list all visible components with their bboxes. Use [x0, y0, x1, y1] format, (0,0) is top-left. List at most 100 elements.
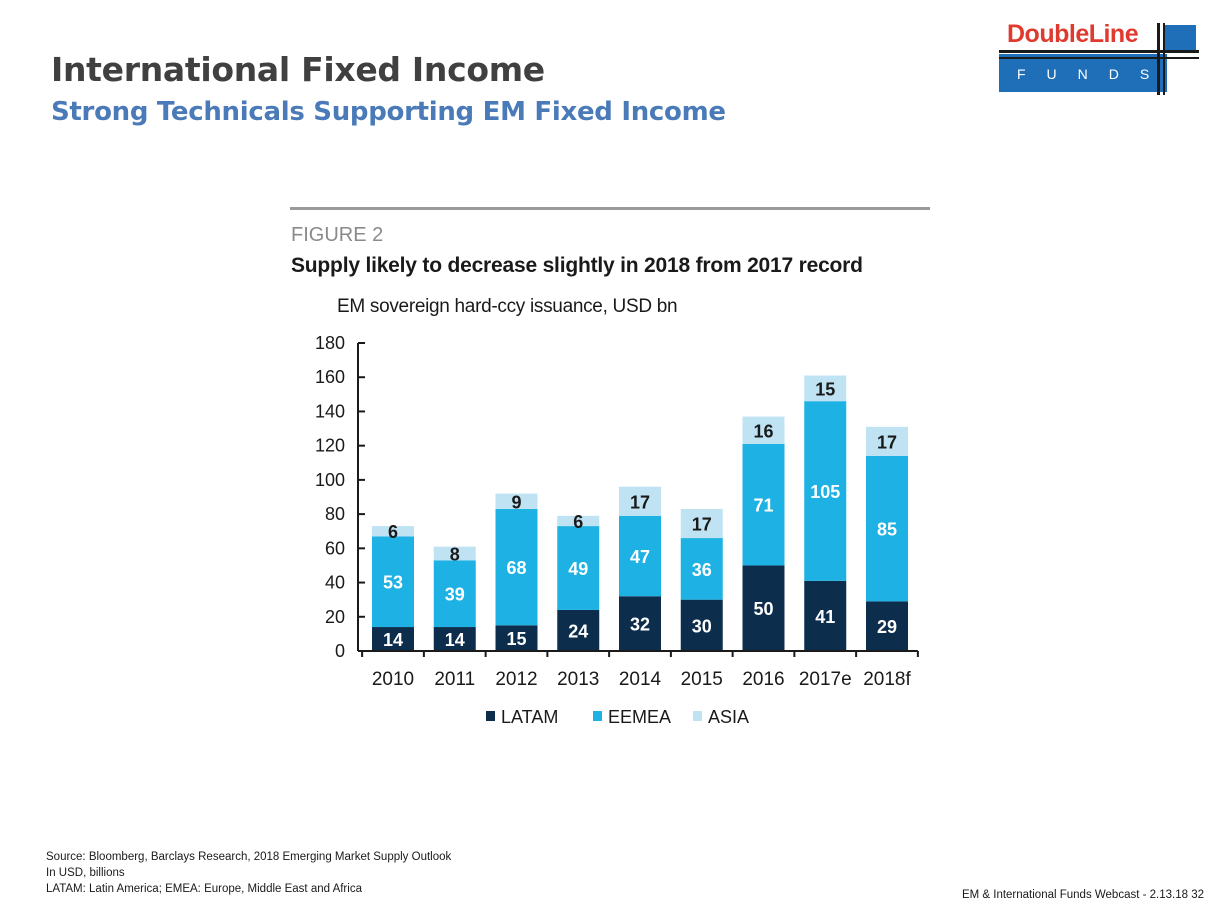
bar-asia — [557, 515, 600, 527]
data-label-eemea: 85 — [877, 520, 897, 540]
bar-latam — [433, 627, 476, 651]
logo-bar — [999, 54, 1167, 92]
x-tick-label: 2016 — [742, 669, 784, 690]
logo-funds-text: FUNDS — [1017, 66, 1171, 82]
x-tick-label: 2012 — [495, 669, 537, 690]
logo-line — [999, 57, 1199, 59]
x-tick-label: 2017e — [799, 669, 852, 690]
bar-latam — [742, 565, 785, 651]
slide-title: International Fixed Income — [51, 50, 545, 89]
x-tick-label: 2010 — [372, 669, 414, 690]
bar-asia — [680, 508, 723, 539]
y-tick-label: 20 — [325, 607, 345, 627]
legend-label-eemea: EEMEA — [608, 707, 671, 727]
legend-swatch-asia — [693, 711, 702, 721]
data-label-asia: 8 — [450, 544, 460, 564]
data-label-latam: 29 — [877, 617, 897, 637]
bar-latam — [680, 599, 723, 651]
data-label-latam: 24 — [568, 621, 588, 641]
figure-title: Supply likely to decrease slightly in 20… — [291, 254, 863, 277]
data-label-eemea: 68 — [506, 558, 526, 578]
figure-top-rule — [290, 207, 930, 210]
y-tick-label: 160 — [315, 367, 345, 387]
logo-square — [1164, 25, 1196, 52]
bar-eemea — [372, 536, 414, 628]
bar-latam — [619, 596, 661, 651]
data-label-latam: 15 — [506, 629, 526, 649]
logo-line — [999, 50, 1199, 53]
data-label-eemea: 39 — [445, 585, 465, 605]
bar-asia — [619, 486, 661, 516]
legend-swatch-latam — [486, 711, 495, 721]
y-tick-label: 80 — [325, 504, 345, 524]
data-label-asia: 17 — [692, 515, 712, 535]
bar-eemea — [680, 538, 723, 600]
doubleline-logo: DoubleLine FUNDS — [999, 20, 1199, 95]
bar-latam — [866, 601, 908, 651]
data-label-latam: 41 — [815, 607, 835, 627]
x-tick-label: 2018f — [863, 669, 911, 690]
y-tick-label: 60 — [325, 538, 345, 558]
data-label-asia: 9 — [511, 492, 521, 512]
data-label-asia: 16 — [753, 421, 773, 441]
bar-eemea — [619, 515, 661, 597]
logo-wordmark: DoubleLine — [1007, 20, 1139, 48]
y-tick-label: 0 — [335, 641, 345, 661]
footnote-units: In USD, billions — [46, 867, 125, 879]
data-label-asia: 6 — [388, 522, 398, 542]
bar-latam — [804, 580, 847, 651]
bar-latam — [557, 609, 600, 651]
data-label-eemea: 105 — [810, 482, 840, 502]
footnote-source: Source: Bloomberg, Barclays Research, 20… — [46, 851, 452, 863]
data-label-eemea: 36 — [692, 560, 712, 580]
data-label-eemea: 71 — [753, 496, 773, 516]
data-label-latam: 14 — [445, 630, 465, 650]
legend-label-asia: ASIA — [708, 707, 749, 727]
data-label-latam: 32 — [630, 615, 650, 635]
bar-asia — [866, 426, 908, 456]
bar-asia — [372, 526, 414, 537]
footnotes: Source: Bloomberg, Barclays Research, 20… — [46, 849, 451, 897]
data-label-eemea: 49 — [568, 559, 588, 579]
data-label-asia: 17 — [630, 492, 650, 512]
bar-latam — [372, 627, 414, 651]
bar-asia — [433, 546, 476, 561]
data-label-asia: 17 — [877, 432, 897, 452]
bar-asia — [742, 416, 785, 444]
bar-asia — [495, 493, 538, 509]
x-tick-label: 2013 — [557, 669, 599, 690]
data-label-asia: 15 — [815, 379, 835, 399]
data-label-asia: 6 — [573, 512, 583, 532]
legend-swatch-eemea — [593, 711, 602, 721]
figure-label: FIGURE 2 — [291, 224, 384, 246]
figure-subtitle: EM sovereign hard-ccy issuance, USD bn — [337, 296, 678, 317]
bar-eemea — [433, 560, 476, 628]
x-tick-label: 2011 — [434, 669, 475, 690]
bar-eemea — [742, 443, 785, 566]
data-label-latam: 30 — [692, 616, 712, 636]
footnote-abbreviations: LATAM: Latin America; EMEA: Europe, Midd… — [46, 883, 362, 895]
y-tick-label: 40 — [325, 573, 345, 593]
logo-line — [1157, 23, 1160, 95]
y-tick-label: 120 — [315, 436, 345, 456]
data-label-eemea: 47 — [630, 547, 650, 567]
bar-eemea — [495, 508, 538, 626]
x-tick-label: 2015 — [681, 669, 723, 690]
slide-subtitle: Strong Technicals Supporting EM Fixed In… — [51, 97, 726, 127]
slide-footer: EM & International Funds Webcast - 2.13.… — [961, 889, 1204, 901]
logo-line — [1163, 23, 1165, 95]
y-tick-label: 180 — [315, 333, 345, 353]
data-label-latam: 14 — [383, 630, 403, 650]
data-label-eemea: 53 — [383, 573, 403, 593]
bar-asia — [804, 375, 847, 402]
bar-eemea — [804, 401, 847, 581]
bar-latam — [495, 625, 538, 651]
bar-eemea — [866, 455, 908, 602]
y-tick-label: 100 — [315, 470, 345, 490]
x-tick-label: 2014 — [619, 669, 662, 690]
legend-label-latam: LATAM — [501, 707, 558, 727]
data-label-latam: 50 — [753, 599, 773, 619]
bar-eemea — [557, 526, 600, 610]
y-tick-label: 140 — [315, 401, 345, 421]
